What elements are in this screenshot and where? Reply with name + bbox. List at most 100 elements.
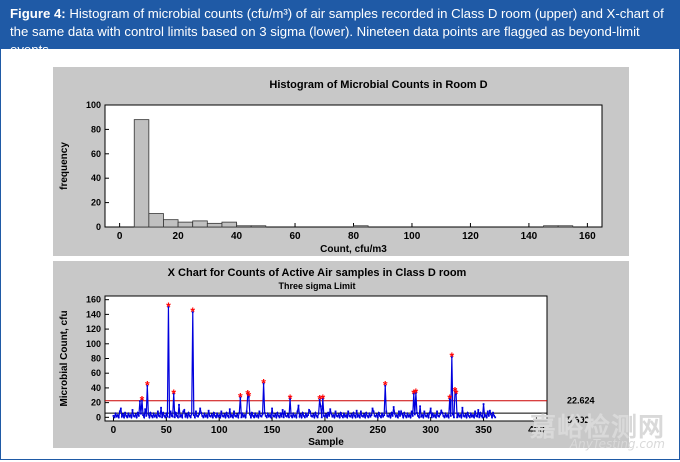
histogram-bar [543, 225, 559, 228]
data-point [306, 415, 308, 418]
data-point [343, 412, 345, 415]
data-point [240, 416, 243, 419]
data-point [430, 416, 433, 419]
data-point [215, 416, 217, 419]
data-point [385, 410, 388, 413]
data-point [202, 416, 205, 419]
data-point [331, 415, 334, 418]
data-point [437, 414, 439, 417]
y-tick-label: 40 [91, 173, 101, 183]
data-point [309, 410, 312, 413]
data-point [170, 414, 173, 417]
data-point [300, 416, 303, 419]
data-point [135, 416, 138, 419]
data-point [486, 410, 489, 413]
data-point [429, 407, 432, 410]
data-point [372, 410, 375, 413]
x-axis-label: Count, cfu/m3 [320, 244, 387, 255]
data-point [200, 412, 203, 414]
data-point [338, 416, 341, 419]
data-point [289, 398, 291, 400]
data-point [459, 414, 462, 417]
y-axis-label: Microbial Count, cfu [59, 310, 70, 406]
data-point [207, 409, 210, 412]
data-point [432, 415, 435, 418]
data-point [160, 406, 162, 409]
data-point [145, 414, 148, 417]
data-point [196, 414, 198, 417]
data-point [463, 415, 466, 418]
data-point [445, 415, 448, 418]
x-tick-label: 100 [404, 231, 421, 242]
data-point [352, 412, 355, 414]
data-point [349, 415, 352, 418]
data-point [290, 414, 293, 417]
data-point [271, 407, 273, 410]
data-point [405, 416, 408, 419]
histogram-bar [192, 220, 208, 228]
data-point [356, 415, 359, 418]
data-point [131, 409, 134, 411]
data-point [447, 416, 450, 419]
data-point [490, 413, 492, 416]
data-point [423, 410, 426, 413]
data-point [420, 415, 423, 418]
data-point [339, 412, 342, 414]
data-point [258, 410, 261, 413]
data-point [384, 384, 387, 387]
data-point [143, 416, 146, 419]
data-point [123, 416, 125, 419]
data-point [208, 414, 211, 417]
flagged-point: * [453, 385, 458, 399]
data-point [128, 415, 131, 418]
data-point [283, 410, 286, 413]
x-tick-label: 40 [231, 231, 243, 242]
flagged-point: * [145, 379, 150, 393]
data-point [377, 412, 380, 414]
data-point [351, 416, 354, 419]
data-point [210, 413, 213, 416]
data-point [406, 412, 409, 415]
data-point [260, 415, 263, 418]
flagged-point: * [245, 388, 250, 402]
data-point [229, 415, 232, 418]
data-point [346, 416, 349, 419]
data-point [116, 414, 119, 417]
data-point [117, 416, 120, 419]
data-point [217, 415, 220, 418]
data-point [493, 414, 496, 417]
data-point [181, 416, 184, 419]
data-point [401, 413, 404, 416]
data-point [250, 416, 252, 419]
data-point [472, 414, 474, 417]
data-point [214, 414, 216, 417]
x-tick-label: 100 [211, 425, 228, 436]
flagged-point: * [140, 393, 145, 407]
y-tick-label: 100 [86, 339, 101, 349]
data-point [261, 413, 264, 416]
x-tick-label: 300 [422, 425, 439, 436]
data-point [161, 416, 164, 419]
data-point [418, 416, 420, 419]
data-point [224, 416, 227, 419]
data-point [450, 356, 453, 358]
center-label: 5.692 [567, 415, 590, 425]
data-point [315, 414, 318, 417]
x-chart: X Chart for Counts of Active Air samples… [59, 267, 595, 448]
data-point [417, 414, 419, 417]
data-point [209, 415, 212, 418]
data-point [285, 415, 288, 418]
data-point [122, 413, 124, 416]
data-point [374, 415, 377, 418]
data-point [252, 414, 254, 417]
data-point [288, 416, 290, 419]
data-point [485, 416, 488, 419]
data-point [411, 414, 414, 417]
data-point [277, 414, 280, 417]
x-tick-label: 150 [264, 425, 281, 436]
data-point [435, 416, 437, 419]
data-point [307, 414, 309, 417]
flagged-point: * [288, 392, 293, 406]
data-point [317, 412, 320, 415]
y-tick-label: 80 [91, 124, 101, 134]
